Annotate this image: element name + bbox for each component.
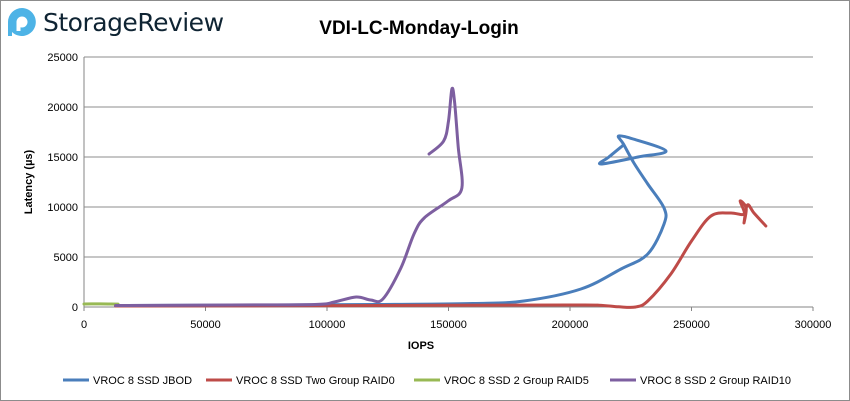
legend-label: VROC 8 SSD JBOD [93,375,192,387]
legend: VROC 8 SSD JBOD VROC 8 SSD Two Group RAID… [63,375,791,387]
y-tick-label: 5000 [54,252,78,264]
series-line-2 [114,199,768,309]
gridlines [83,56,814,311]
y-tick-label: 25000 [47,52,78,64]
x-tick-label: 200000 [552,319,589,331]
x-tick-label: 50000 [190,319,221,331]
y-tick-label: 0 [72,302,78,314]
y-axis-label: Latency (µs) [23,149,35,214]
y-tick-label: 15000 [47,152,78,164]
series-line-4 [114,86,464,307]
y-tick-label: 10000 [47,202,78,214]
series-lines [82,86,768,309]
brand-name: StorageReview [43,7,224,37]
x-tick-label: 0 [81,319,87,331]
x-tick-labels: 0 50000 100000 150000 200000 250000 300000 [81,319,831,331]
legend-label: VROC 8 SSD Two Group RAID0 [236,375,395,387]
y-tick-label: 20000 [47,102,78,114]
x-tick-label: 250000 [673,319,710,331]
chart-title: VDI-LC-Monday-Login [319,18,518,39]
x-tick-label: 150000 [430,319,467,331]
x-tick-label: 100000 [309,319,346,331]
series-line-1 [114,134,668,307]
x-axis-label: IOPS [408,340,434,352]
storagereview-logo: StorageReview [7,7,224,37]
legend-label: VROC 8 SSD 2 Group RAID10 [640,375,791,387]
logo-icon [8,8,36,36]
x-tick-label: 300000 [795,319,832,331]
y-tick-labels: 0 5000 10000 15000 20000 25000 [47,52,78,314]
legend-label: VROC 8 SSD 2 Group RAID5 [444,375,589,387]
